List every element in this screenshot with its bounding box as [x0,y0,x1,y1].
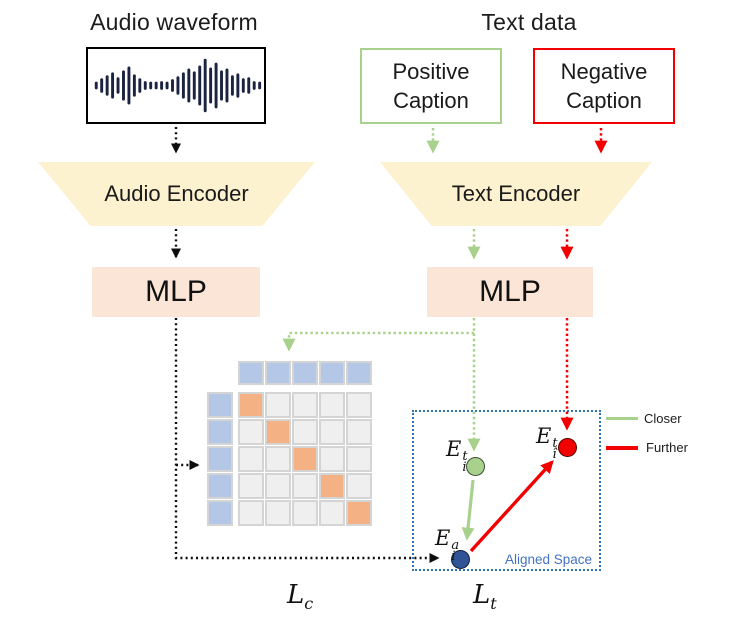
text-data-title: Text data [481,9,577,35]
matrix-cell [292,446,318,472]
math-base: E [536,424,552,448]
math-base: L [473,580,491,610]
math-base: E [435,526,451,550]
math-sub: t [490,594,497,614]
math-base: L [287,580,305,610]
audio-encoder-block: Audio Encoder [38,162,315,226]
math-sup: t [462,449,468,464]
negative-caption-box: Negative Caption [533,48,675,124]
audio-vector-cell [207,500,233,526]
audio-mlp-block: MLP [92,267,260,317]
positive-caption-label: Positive Caption [392,59,470,113]
audio-vector-cell [207,419,233,445]
further-legend-label: Further [646,440,688,455]
aligned-space-label: Aligned Space [505,552,593,567]
matrix-cell [265,419,291,445]
matrix-cell [319,473,345,499]
positive-text-embedding-point [466,457,485,476]
math-sub: i [462,460,467,475]
text-embedding-vector [238,361,372,385]
text-encoder-label: Text Encoder [451,181,581,206]
negative-caption-label: Negative Caption [560,59,648,113]
math-sup: t [552,436,558,451]
math-sub: i [451,549,456,564]
matrix-cell [292,473,318,499]
arrow-text-mlp-to-matrix [282,331,474,352]
matrix-cell [238,446,264,472]
positive-caption-box: Positive Caption [360,48,502,124]
math-sup: a [451,538,460,553]
matrix-cell [265,392,291,418]
matrix-cell [265,500,291,526]
matrix-cell [265,473,291,499]
contrastive-loss-label: Lc [287,580,313,613]
matrix-cell [238,473,264,499]
text-vector-cell [292,361,318,385]
text-vector-cell [238,361,264,385]
closer-legend-label: Closer [644,411,682,426]
audio-vector-cell [207,473,233,499]
audio-embedding-vector [207,392,233,526]
math-sub: î [552,447,557,462]
matrix-cell [346,473,372,499]
matrix-cell [346,500,372,526]
audio-embedding-point [451,550,470,569]
audio-waveform-title: Audio waveform [90,9,258,35]
text-mlp-block: MLP [427,267,593,317]
negative-text-embedding-point [558,438,577,457]
matrix-cell [292,419,318,445]
text-vector-cell [319,361,345,385]
matrix-cell [319,419,345,445]
audio-encoder-label: Audio Encoder [104,181,249,206]
matrix-cell [238,419,264,445]
audio-waveform-icon [94,58,262,113]
math-base: E [446,437,462,461]
matrix-cell [319,500,345,526]
audio-vector-cell [207,446,233,472]
text-vector-cell [346,361,372,385]
audio-waveform-box [86,47,266,124]
matrix-cell [292,500,318,526]
further-legend-line [606,446,638,450]
closer-legend-line [606,417,638,420]
math-sub: c [304,594,314,614]
matrix-cell [346,446,372,472]
audio-vector-cell [207,392,233,418]
matrix-cell [319,446,345,472]
matrix-cell [346,419,372,445]
matrix-cell [319,392,345,418]
triplet-loss-label: Lt [473,580,497,613]
similarity-matrix [238,392,372,526]
text-vector-cell [265,361,291,385]
text-encoder-block: Text Encoder [380,162,652,226]
matrix-cell [238,500,264,526]
matrix-cell [292,392,318,418]
matrix-cell [346,392,372,418]
matrix-cell [265,446,291,472]
matrix-cell [238,392,264,418]
